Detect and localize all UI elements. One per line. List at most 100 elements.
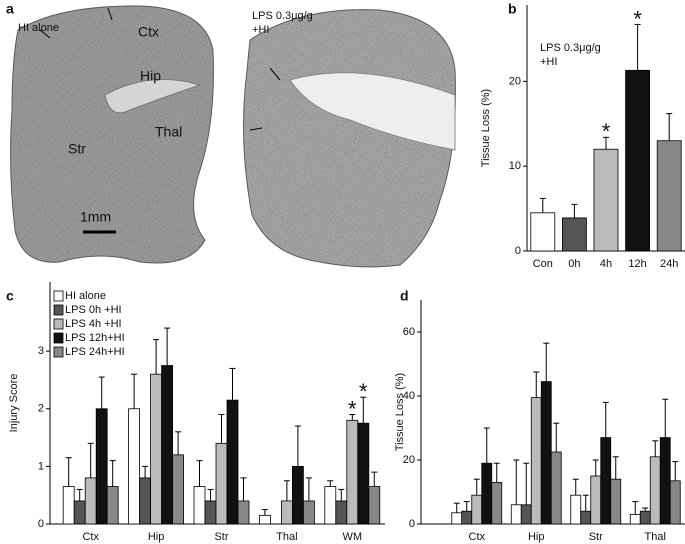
x-tick-label: Ctx xyxy=(82,531,99,543)
legend-swatch xyxy=(53,318,64,330)
bar xyxy=(471,494,483,525)
y-axis-label: Tissue Loss (%) xyxy=(480,89,492,167)
x-tick-label: Thal xyxy=(276,531,297,543)
region-label: HI alone xyxy=(18,22,59,34)
bar xyxy=(639,510,651,525)
y-axis-label: Tissue Loss (%) xyxy=(394,373,406,451)
bar xyxy=(451,512,463,525)
brain-images xyxy=(10,5,456,268)
y-tick-label: 20 xyxy=(403,454,415,466)
bar xyxy=(481,462,493,525)
x-tick-label: 4h xyxy=(600,258,612,270)
bar xyxy=(346,419,359,525)
bar xyxy=(357,422,370,525)
y-tick-label: 0 xyxy=(38,518,44,530)
y-axis-label: Injury Score xyxy=(8,374,20,433)
x-tick-label: Str xyxy=(214,531,228,543)
x-tick-label: WM xyxy=(343,531,363,543)
legend-swatch xyxy=(53,346,64,358)
panel-label: b xyxy=(508,1,517,17)
significance-star: * xyxy=(348,396,357,421)
y-tick-label: 0 xyxy=(515,245,521,257)
annotation: LPS 0.3μg/g xyxy=(540,42,601,54)
bar xyxy=(280,500,293,525)
x-tick-label: 12h xyxy=(628,258,646,270)
annotation: +HI xyxy=(540,56,557,68)
bar xyxy=(324,486,337,525)
x-tick-label: 0h xyxy=(568,258,580,270)
bar xyxy=(172,454,185,525)
bar xyxy=(215,442,228,525)
condition-label: LPS 0.3μg/g xyxy=(252,10,313,22)
x-tick-label: Thal xyxy=(645,531,666,543)
bar xyxy=(491,481,503,525)
bar xyxy=(649,456,661,525)
bar xyxy=(510,504,522,525)
y-tick-label: 2 xyxy=(38,403,44,415)
bar xyxy=(600,437,612,525)
bar xyxy=(193,486,206,525)
bar xyxy=(204,500,217,525)
y-tick-label: 40 xyxy=(403,390,415,402)
bar xyxy=(659,437,671,525)
region-label: Hip xyxy=(140,68,161,84)
x-tick-label: Ctx xyxy=(469,531,486,543)
x-tick-label: Con xyxy=(533,258,553,270)
bar xyxy=(610,478,622,525)
bar xyxy=(656,140,682,252)
legend-label: LPS 0h +HI xyxy=(65,304,122,316)
y-tick-label: 10 xyxy=(509,160,521,172)
significance-star: * xyxy=(602,119,611,144)
region-label: Ctx xyxy=(138,24,159,40)
bar xyxy=(237,500,250,525)
bar xyxy=(258,514,271,525)
bar xyxy=(580,510,592,525)
panel-label: c xyxy=(6,288,14,304)
bar xyxy=(95,408,108,525)
significance-star: * xyxy=(359,379,368,404)
bar xyxy=(73,500,86,525)
legend-label: LPS 24h+HI xyxy=(65,346,125,358)
bar xyxy=(150,373,163,525)
legend-swatch xyxy=(53,332,64,344)
bar xyxy=(62,486,75,525)
y-tick-label: 0 xyxy=(409,518,415,530)
x-tick-label: Str xyxy=(589,531,603,543)
y-tick-label: 3 xyxy=(38,345,44,357)
legend-swatch xyxy=(53,290,64,302)
bar xyxy=(106,486,119,525)
x-tick-label: Hip xyxy=(528,531,545,543)
scale-label: 1mm xyxy=(80,209,111,225)
bar xyxy=(226,399,239,525)
bar xyxy=(520,504,532,525)
legend-label: LPS 12h+HI xyxy=(65,332,125,344)
bar xyxy=(550,451,562,525)
legend-swatch xyxy=(53,304,64,316)
bar xyxy=(461,510,473,525)
bar xyxy=(530,212,556,252)
x-tick-label: 24h xyxy=(660,258,678,270)
bar xyxy=(540,381,552,525)
legend-label: LPS 4h +HI xyxy=(65,318,122,330)
bar xyxy=(161,365,174,525)
legend-label: HI alone xyxy=(65,290,106,302)
bar xyxy=(139,477,152,525)
bar xyxy=(302,500,315,525)
y-tick-label: 20 xyxy=(509,75,521,87)
y-tick-label: 1 xyxy=(38,460,44,472)
bar xyxy=(335,500,348,525)
bar xyxy=(368,486,381,525)
x-tick-label: Hip xyxy=(148,531,165,543)
bar xyxy=(590,475,602,525)
significance-star: * xyxy=(633,6,642,31)
bar xyxy=(128,408,141,525)
bar xyxy=(570,494,582,525)
bar xyxy=(562,217,587,252)
bar xyxy=(629,514,641,525)
condition-label: +HI xyxy=(252,24,269,36)
region-label: Thal xyxy=(155,124,182,140)
bar xyxy=(669,480,681,525)
bar xyxy=(625,69,650,252)
bar xyxy=(291,465,304,525)
